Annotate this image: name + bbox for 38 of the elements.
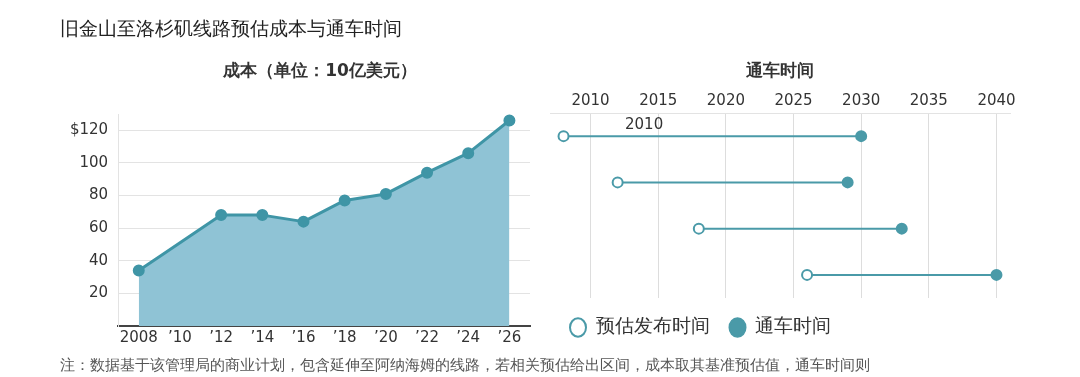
y-tick-label: $120 xyxy=(69,120,109,139)
x-tick-label: 2020 xyxy=(706,90,745,109)
point xyxy=(611,176,624,189)
x-tick-label: ’16 xyxy=(291,327,316,346)
point xyxy=(801,268,814,281)
x-tick-label: ’14 xyxy=(250,327,275,346)
x-tick-label: ’22 xyxy=(415,327,439,346)
x-tick-label: 2015 xyxy=(639,90,678,109)
legend-label: 预估发布时间 xyxy=(595,314,710,337)
point xyxy=(692,222,705,235)
x-tick-label: 2025 xyxy=(774,90,813,109)
x-tick-label: 2008 xyxy=(119,327,158,346)
point xyxy=(841,176,854,189)
x-tick-label: 2030 xyxy=(842,90,881,109)
y-tick-label: 100 xyxy=(79,152,109,171)
chart-title: 旧金山至洛杉矶线路预估成本与通车时间 xyxy=(60,16,402,41)
x-tick-label: 2040 xyxy=(977,90,1016,109)
y-tick-label: 80 xyxy=(89,185,109,204)
point xyxy=(895,222,908,235)
x-tick-label: ’26 xyxy=(497,327,522,346)
x-tick-label: ’24 xyxy=(456,327,481,346)
y-tick-label: 40 xyxy=(89,250,109,269)
point xyxy=(557,130,570,143)
y-tick-label: 20 xyxy=(89,283,109,302)
chart-title: 通车时间 xyxy=(745,59,815,82)
point xyxy=(855,130,868,143)
x-tick-label: 2010 xyxy=(571,90,610,109)
y-tick-label: 60 xyxy=(89,218,109,237)
x-tick-label: 2035 xyxy=(909,90,948,109)
legend-label: 通车时间 xyxy=(755,314,831,337)
x-tick-label: ’18 xyxy=(332,327,357,346)
x-tick-label: ’10 xyxy=(168,327,192,346)
chart-subtitle: 成本（单位：10亿美元） xyxy=(222,59,418,82)
point xyxy=(990,268,1003,281)
x-tick-label: ’12 xyxy=(209,327,234,346)
text: 注：数据基于该管理局的商业计划，包含延伸至阿纳海姆的线路，若相关预估给出区间，成本取其基准预估值，通车时间则 xyxy=(60,356,870,375)
annotation: 2010 xyxy=(625,115,664,133)
x-tick-label: ’20 xyxy=(373,327,398,346)
